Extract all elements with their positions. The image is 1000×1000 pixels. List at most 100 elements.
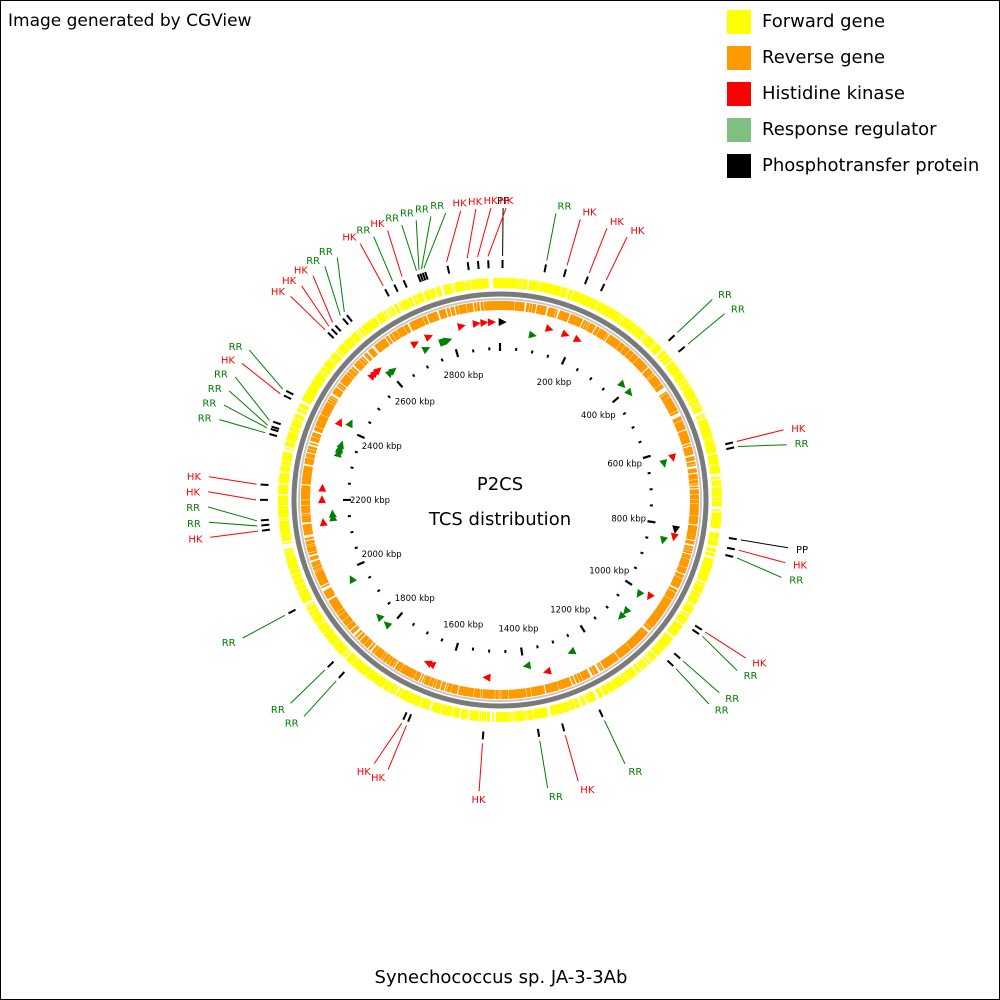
rr-callout-label: RR (319, 247, 333, 258)
reverse-gene-bar (623, 643, 631, 652)
forward-gene-bar (279, 520, 290, 523)
hk-marker (647, 591, 655, 601)
tick-label-1800: 1800 kbp (395, 594, 435, 604)
forward-gene-bar (456, 282, 460, 293)
reverse-gene-bar (350, 625, 359, 633)
forward-gene-bar (646, 652, 655, 661)
forward-gene-bar (296, 585, 307, 591)
minor-tick (605, 605, 609, 609)
forward-gene-bar (705, 446, 716, 451)
forward-gene-bar (657, 640, 667, 649)
reverse-gene-bar (596, 663, 603, 672)
reverse-gene-bar (576, 673, 582, 683)
forward-gene-bar (671, 623, 681, 631)
forward-gene-bar (586, 297, 592, 307)
rr-marker (383, 621, 393, 630)
forward-gene-bar (318, 370, 329, 378)
reverse-gene-bar (660, 600, 669, 607)
forward-gene-bar (357, 662, 366, 672)
reverse-gene-bar (615, 649, 623, 658)
reverse-gene-bar (660, 393, 669, 400)
reverse-gene-bar (626, 351, 635, 360)
minor-tick (411, 373, 416, 378)
forward-gene-bar (452, 706, 456, 718)
forward-gene-bar (617, 675, 625, 685)
reverse-gene-bar (408, 322, 415, 332)
hk-marker (457, 323, 466, 331)
forward-gene-bar (677, 378, 687, 386)
forward-gene-bar (285, 440, 296, 445)
forward-gene-bar (479, 711, 482, 722)
reverse-gene-bar (673, 418, 683, 424)
rr-marker (617, 379, 626, 389)
reverse-gene-bar (399, 664, 406, 673)
forward-gene-bar (563, 701, 569, 712)
rr-callout-label: RR (306, 256, 320, 267)
outer-feature-tick (393, 284, 399, 293)
forward-gene-bar (711, 483, 722, 487)
forward-gene-bar (629, 666, 637, 676)
outer-feature-tick (562, 268, 567, 278)
kbp-scale (342, 343, 656, 656)
reverse-gene-swatch (727, 46, 751, 70)
center-subtitle: TCS distribution (428, 509, 571, 530)
forward-gene-bar (360, 665, 369, 675)
reverse-gene-bar (614, 341, 621, 350)
rr-callout-label: RR (400, 209, 414, 220)
outer-feature-tick (694, 624, 703, 631)
hk-callout-label: HK (370, 219, 385, 230)
reverse-gene-bar (580, 671, 586, 681)
forward-gene-bar (515, 278, 519, 289)
forward-gene-bar (694, 583, 704, 590)
forward-gene-bar (610, 679, 618, 690)
forward-gene-bar (692, 587, 703, 594)
minor-tick (425, 365, 430, 369)
forward-gene-bar (693, 408, 704, 415)
minor-tick (425, 631, 429, 635)
reverse-gene-bar (597, 662, 604, 671)
reverse-gene-bar (368, 349, 377, 358)
reverse-gene-bar (327, 399, 337, 406)
forward-gene-bar (692, 406, 703, 413)
reverse-gene-bar (628, 638, 636, 647)
reverse-gene-bar (485, 301, 488, 311)
forward-gene-bar (525, 279, 529, 290)
reverse-gene-bar (689, 483, 699, 486)
reverse-gene-bar (421, 674, 427, 684)
reverse-gene-bar (302, 526, 313, 529)
forward-gene-bar (308, 607, 318, 614)
reverse-gene-bar (660, 599, 670, 606)
reverse-gene-bar (687, 470, 698, 474)
forward-gene-bar (520, 710, 524, 721)
rr-callout-line (207, 506, 258, 522)
hk-marker (372, 367, 382, 376)
forward-gene-bar (665, 361, 675, 369)
reverse-gene-bar (550, 308, 555, 318)
reverse-gene-bar (624, 349, 632, 358)
minor-tick (638, 440, 642, 444)
reverse-gene-bar (369, 348, 378, 357)
reverse-gene-bar (512, 301, 515, 311)
forward-gene-bar (583, 694, 590, 704)
reverse-gene-bar (564, 677, 570, 687)
forward-gene-bar (343, 650, 352, 659)
outer-feature-tick (269, 432, 278, 438)
reverse-gene-bar (301, 487, 311, 490)
reverse-gene-bar (671, 581, 680, 587)
reverse-gene-bar (634, 359, 643, 368)
reverse-gene-bar (647, 375, 656, 382)
reverse-gene-bar (611, 652, 619, 661)
forward-gene-bar (281, 536, 292, 541)
forward-gene-bar (602, 305, 610, 316)
rr-marker (567, 646, 577, 655)
reverse-gene-bar (670, 583, 679, 589)
reverse-gene-bar (457, 685, 462, 695)
forward-gene-bar (296, 583, 306, 590)
forward-gene-bar (394, 304, 401, 314)
rr-callout-label: RR (229, 342, 243, 353)
forward-gene-bar (627, 322, 635, 332)
outer-feature-tick (327, 331, 335, 339)
forward-gene-bar (395, 687, 402, 697)
outer-feature-tick (536, 728, 541, 737)
forward-gene-bar (291, 572, 302, 578)
